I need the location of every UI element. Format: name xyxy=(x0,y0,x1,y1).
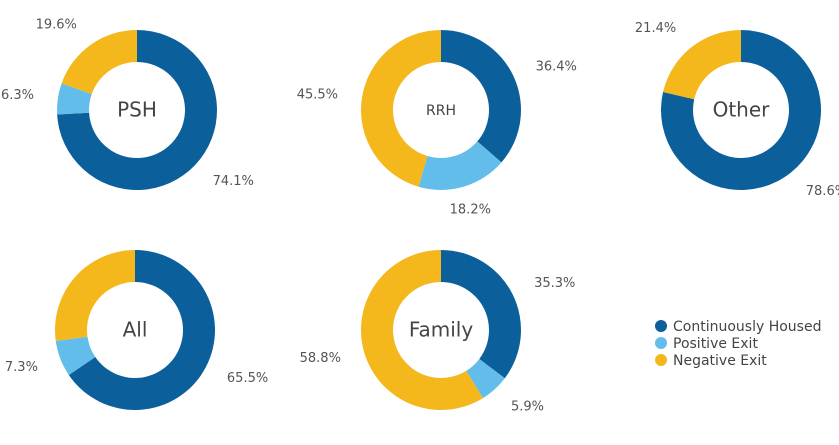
legend-label: Positive Exit xyxy=(673,336,758,352)
data-label: 35.3% xyxy=(534,276,575,291)
data-label: 19.6% xyxy=(36,18,77,33)
data-label: 21.4% xyxy=(635,21,676,36)
donut-segment xyxy=(418,141,502,191)
legend-swatch xyxy=(655,320,667,332)
donut-segment xyxy=(68,250,215,410)
donut-segment xyxy=(441,30,522,163)
legend-label: Negative Exit xyxy=(673,353,767,369)
data-label: 65.5% xyxy=(227,371,268,386)
data-label: 5.9% xyxy=(511,399,544,414)
donut-segment xyxy=(57,83,92,115)
donut-title: RRH xyxy=(426,103,456,119)
data-label: 78.6% xyxy=(806,184,839,199)
donut-segment xyxy=(55,336,96,375)
data-label: 7.3% xyxy=(5,360,38,375)
data-label: 18.2% xyxy=(450,202,491,217)
donut-segment xyxy=(61,30,137,95)
donut-segment xyxy=(54,250,135,342)
data-label: 58.8% xyxy=(300,351,341,366)
donut-segment xyxy=(663,30,741,100)
data-label: 6.3% xyxy=(1,88,34,103)
donut-segment xyxy=(360,30,441,187)
donut-title: PSH xyxy=(117,98,157,122)
donut-segment xyxy=(361,250,484,410)
donut-segment xyxy=(466,358,505,399)
donut-segment xyxy=(441,250,521,379)
donut-title: All xyxy=(123,318,148,342)
data-label: 45.5% xyxy=(297,88,338,103)
donut-title: Family xyxy=(409,318,474,342)
donut-segment xyxy=(661,30,821,190)
legend-swatch xyxy=(655,354,667,366)
legend-swatch xyxy=(655,337,667,349)
donut-title: Other xyxy=(713,98,771,122)
donut-segment xyxy=(57,30,218,190)
data-label: 36.4% xyxy=(536,59,577,74)
data-label: 74.1% xyxy=(213,174,254,189)
legend-label: Continuously Housed xyxy=(673,319,821,335)
